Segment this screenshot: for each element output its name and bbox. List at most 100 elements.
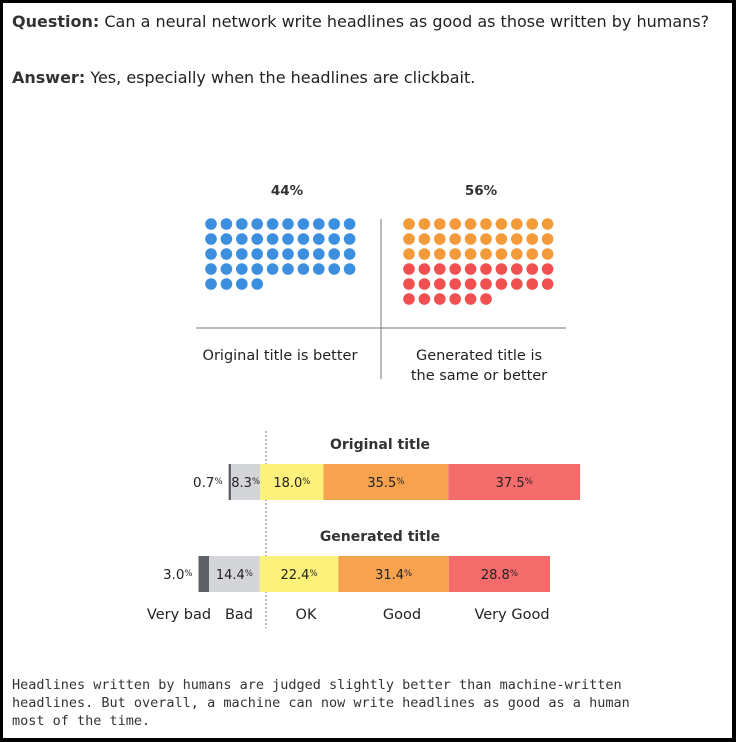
bar-value-label: 37.5% [496,476,533,491]
waffle-dot [511,248,523,260]
waffle-group-label: the same or better [411,368,547,384]
bar-segment-very-bad [228,464,232,500]
percent-unit: % [215,477,223,487]
waffle-dot [434,278,446,290]
bar-value-label: 28.8% [481,568,518,583]
waffle-dot [403,278,415,290]
waffle-dot [541,278,554,290]
waffle-dot [449,278,462,290]
waffle-dot [328,263,341,275]
waffle-dot [328,248,341,260]
question-label: Question: [12,12,100,31]
waffle-dot [434,218,446,230]
bar-segment-bad [231,464,261,500]
bar-segment-ok [260,464,324,500]
waffle-dot [434,248,446,260]
waffle-dot [526,218,538,230]
bar-segment-very-good [448,464,581,500]
waffle-dot [205,233,217,245]
waffle-dot [526,278,538,290]
waffle-dot [464,218,477,230]
waffle-dot [403,248,415,260]
figure-panel: Question: Can a neural network write hea… [3,3,732,738]
waffle-dot [343,248,356,260]
waffle-dot [282,263,294,275]
waffle-dot [282,248,294,260]
waffle-dot [541,233,554,245]
waffle-dot [403,233,415,245]
waffle-dot [236,263,248,275]
waffle-dot [541,248,554,260]
waffle-dot [464,263,477,275]
percent-unit: % [184,569,192,579]
waffle-dot [495,248,508,260]
category-label: Very bad [147,607,211,623]
waffle-dot [418,218,431,230]
waffle-group-label: Original title is better [203,348,358,364]
waffle-dot [526,233,538,245]
waffle-dot [434,233,446,245]
waffle-dot [464,248,477,260]
waffle-dot [205,263,217,275]
waffle-dot [313,263,325,275]
waffle-dot [434,293,446,305]
waffle-dot [495,218,508,230]
waffle-dot [541,218,554,230]
waffle-dot [205,218,217,230]
waffle-dot [220,248,233,260]
bar-value-label: 31.4% [375,568,412,583]
waffle-dot [313,248,325,260]
waffle-dot [313,218,325,230]
waffle-dot [480,233,492,245]
caption: Headlines written by humans are judged s… [12,677,630,729]
bar-value-label: 3.0% [163,567,193,583]
waffle-dot [464,278,477,290]
percent-unit: % [510,569,518,579]
waffle-dot [418,233,431,245]
waffle-dot [251,278,263,290]
waffle-dot [236,278,248,290]
waffle-dot [449,233,462,245]
question-text: Can a neural network write headlines as … [104,12,710,31]
waffle-dot [418,248,431,260]
bar-segment-good [323,464,449,500]
percent-unit: % [396,477,404,487]
waffle-dot [511,218,523,230]
waffle-dot [236,233,248,245]
waffle-dot [220,218,233,230]
answer-text: Yes, especially when the headlines are c… [90,68,476,87]
waffle-dot [220,263,233,275]
bar-segment-bad [209,556,260,592]
category-label: OK [296,607,317,623]
waffle-dot [297,218,310,230]
answer-line: Answer: Yes, especially when the headlin… [12,68,475,87]
answer-label: Answer: [12,68,86,87]
waffle-dot [480,248,492,260]
waffle-dot [418,293,431,305]
chart-area: 44% 56% Original title is better Generated … [147,183,581,628]
waffle-dot [220,233,233,245]
bar-segment-very-good [448,556,550,592]
bar-value-label: 22.4% [281,568,318,583]
percent-unit: % [302,477,310,487]
waffle-dot [418,278,431,290]
waffle-dot [480,263,492,275]
waffle-dot [495,233,508,245]
bar-series-title-1: Original title [330,437,430,453]
waffle-dot [236,248,248,260]
waffle-dot [205,248,217,260]
waffle-dot [449,218,462,230]
waffle-dot [266,233,279,245]
question-line: Question: Can a neural network write hea… [12,12,709,31]
category-label: Good [383,607,421,623]
waffle-dot [541,263,554,275]
bar-segment-good [338,556,449,592]
waffle-dot [251,218,263,230]
percent-unit: % [245,569,253,579]
waffle-dot [403,218,415,230]
waffle-dot [526,248,538,260]
waffle-dot [495,263,508,275]
waffle-dot [464,233,477,245]
waffle-dot [266,218,279,230]
category-label: Bad [225,607,253,623]
